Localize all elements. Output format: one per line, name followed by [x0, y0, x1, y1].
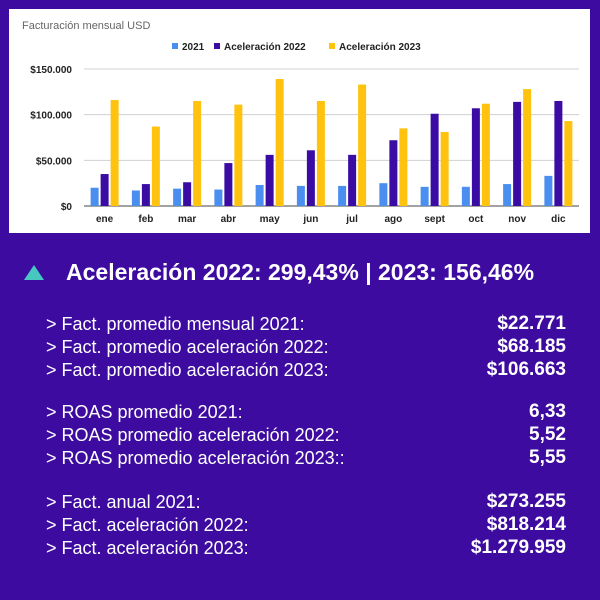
x-tick-label: jul: [345, 214, 358, 225]
bar-aceleraci-n-2022: [430, 113, 439, 206]
y-tick-label: $150.000: [30, 65, 72, 76]
x-tick-label: feb: [138, 214, 153, 225]
stat-value: $1.279.959: [470, 537, 566, 558]
headline: Aceleración 2022: 299,43% | 2023: 156,46…: [22, 252, 592, 292]
bar-2021: [90, 187, 99, 206]
bar-aceleraci-n-2022: [389, 140, 398, 206]
stat-label: > ROAS promedio 2021:: [46, 401, 243, 422]
stat-label: > Fact. promedio mensual 2021:: [46, 313, 305, 334]
stat-value: $818.214: [486, 514, 566, 535]
stat-row: > Fact. promedio mensual 2021: $22.771: [46, 312, 566, 336]
bar-aceleraci-n-2023: [399, 128, 408, 206]
chart-title: Facturación mensual USD: [22, 20, 150, 32]
bar-aceleraci-n-2022: [471, 108, 480, 206]
x-tick-label: ago: [384, 214, 402, 225]
y-tick-label: $100.000: [30, 111, 72, 122]
stat-row: > Fact. promedio aceleración 2023: $106.6…: [46, 358, 566, 382]
bar-aceleraci-n-2023: [193, 100, 202, 206]
legend-swatch: [329, 43, 335, 49]
legend-swatch: [172, 43, 178, 49]
bar-aceleraci-n-2023: [564, 121, 573, 206]
bar-2021: [544, 175, 553, 206]
bar-aceleraci-n-2022: [224, 163, 233, 206]
x-tick-label: mar: [178, 214, 196, 225]
bar-2021: [503, 184, 512, 206]
headline-text: Aceleración 2022: 299,43% | 2023: 156,46…: [66, 258, 535, 285]
chart-card: Facturación mensual USD $0 $50.000 $100.000…: [9, 9, 590, 233]
stat-row: > ROAS promedio 2021: 6,33: [46, 400, 566, 424]
bar-aceleraci-n-2022: [183, 182, 192, 206]
x-tick-label: ene: [96, 214, 114, 225]
bar-2021: [461, 186, 470, 206]
bar-aceleraci-n-2023: [110, 100, 119, 206]
bar-2021: [338, 185, 347, 206]
triangle-up-icon: [24, 264, 44, 280]
x-tick-label: dic: [551, 214, 566, 225]
stat-row: > Fact. promedio aceleración 2022: $68.18…: [46, 335, 566, 359]
stat-row: > Fact. anual 2021: $273.255: [46, 490, 566, 514]
stat-row: > ROAS promedio aceleración 2022: 5,52: [46, 423, 566, 447]
x-tick-label: sept: [424, 214, 445, 225]
bar-aceleraci-n-2022: [141, 184, 150, 206]
bar-aceleraci-n-2023: [234, 104, 243, 206]
bar-2021: [420, 186, 429, 206]
bar-2021: [255, 184, 264, 206]
stat-value: 6,33: [529, 401, 566, 422]
x-tick-label: jun: [302, 214, 318, 225]
stat-row: > Fact. aceleración 2023: $1.279.959: [46, 536, 566, 560]
bar-aceleraci-n-2022: [554, 100, 563, 206]
legend-label: 2021: [182, 42, 205, 53]
bar-aceleraci-n-2023: [275, 79, 284, 206]
stat-row: > ROAS promedio aceleración 2023:: 5,55: [46, 446, 566, 470]
bar-aceleraci-n-2022: [265, 154, 274, 206]
stat-value: 5,52: [529, 424, 566, 445]
stat-label: > Fact. aceleración 2022:: [46, 514, 249, 535]
stat-row: > Fact. aceleración 2022: $818.214: [46, 513, 566, 537]
y-tick-label: $50.000: [36, 156, 73, 167]
legend-swatch: [214, 43, 220, 49]
bar-aceleraci-n-2022: [306, 150, 315, 206]
y-tick-label: $0: [61, 202, 73, 213]
bar-aceleraci-n-2023: [151, 126, 160, 206]
stat-value: 5,55: [529, 447, 566, 468]
stat-label: > ROAS promedio aceleración 2022:: [46, 424, 340, 445]
bar-chart: Facturación mensual USD $0 $50.000 $100.000…: [22, 20, 579, 225]
stat-label: > ROAS promedio aceleración 2023::: [46, 447, 345, 468]
bar-aceleraci-n-2023: [523, 89, 532, 206]
bar-2021: [214, 189, 223, 206]
bar-aceleraci-n-2023: [358, 84, 367, 206]
stat-label: > Fact. aceleración 2023:: [46, 537, 249, 558]
bar-2021: [131, 190, 140, 206]
bar-2021: [173, 188, 182, 206]
x-tick-label: abr: [221, 214, 237, 225]
x-tick-label: nov: [508, 214, 526, 225]
bar-aceleraci-n-2023: [440, 132, 449, 206]
x-tick-label: may: [260, 214, 280, 225]
stat-label: > Fact. anual 2021:: [46, 491, 201, 512]
bar-aceleraci-n-2022: [513, 101, 522, 206]
bar-aceleraci-n-2022: [348, 154, 357, 206]
bar-2021: [379, 183, 388, 206]
stat-label: > Fact. promedio aceleración 2022:: [46, 336, 329, 357]
x-tick-label: oct: [468, 214, 484, 225]
stat-value: $22.771: [497, 313, 566, 334]
legend-label: Aceleración 2022: [224, 42, 306, 53]
bar-2021: [296, 185, 305, 206]
stat-label: > Fact. promedio aceleración 2023:: [46, 359, 329, 380]
stat-value: $68.185: [497, 336, 566, 357]
bar-aceleraci-n-2022: [100, 174, 109, 206]
bar-aceleraci-n-2023: [481, 103, 490, 206]
stat-value: $106.663: [486, 359, 566, 380]
bar-aceleraci-n-2023: [316, 100, 325, 206]
legend-label: Aceleración 2023: [339, 42, 421, 53]
stat-value: $273.255: [486, 491, 566, 512]
